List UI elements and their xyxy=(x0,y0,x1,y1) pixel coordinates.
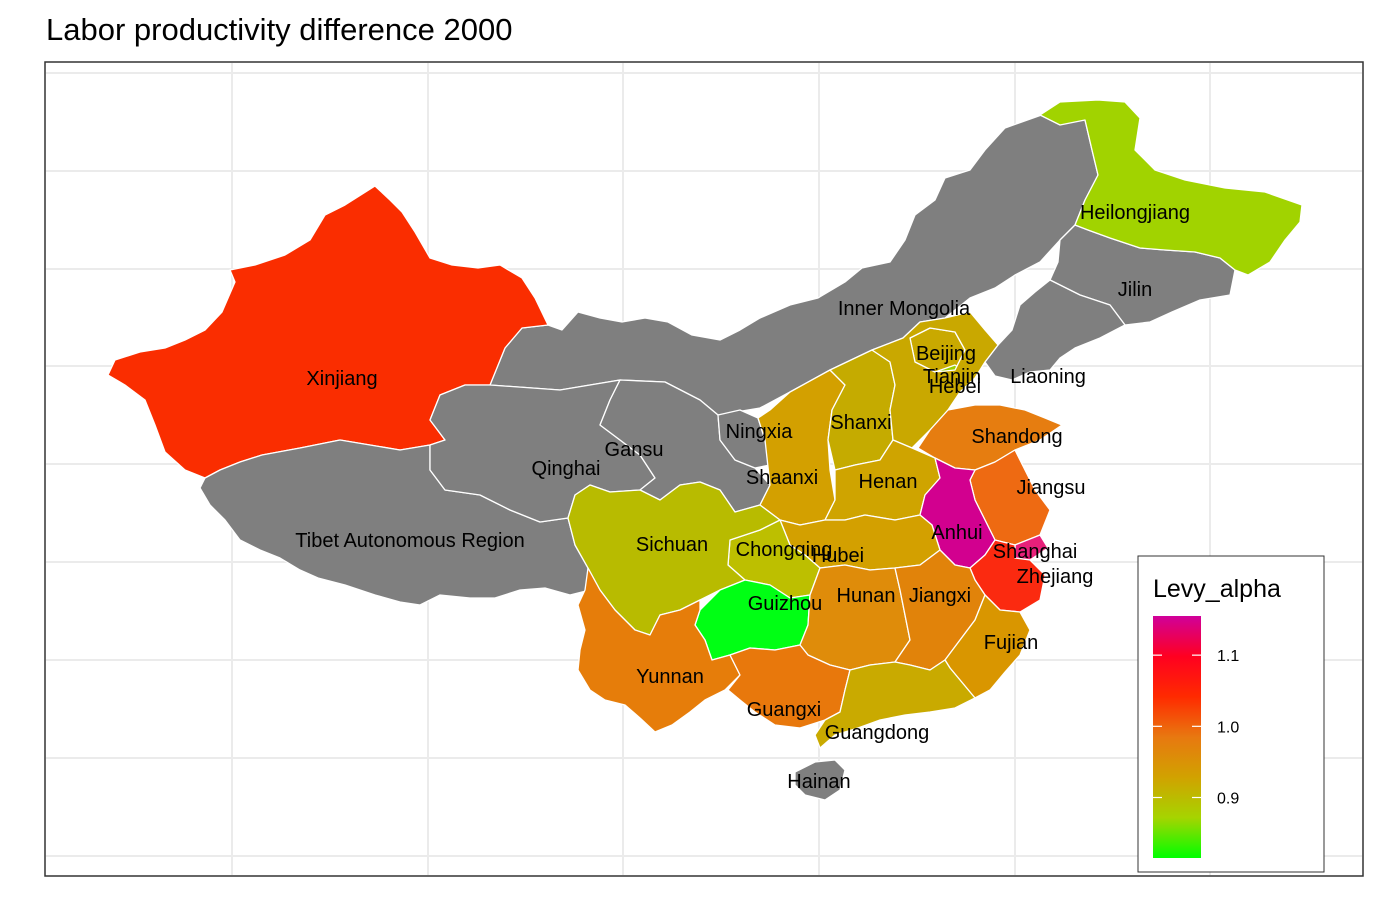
province-hunan[interactable] xyxy=(799,564,911,671)
legend-tick-label: 1.1 xyxy=(1217,648,1239,665)
label-shanxi: Shanxi xyxy=(830,412,891,434)
legend-colorbar xyxy=(1153,616,1201,858)
label-guangxi: Guangxi xyxy=(747,699,822,721)
label-zhejiang: Zhejiang xyxy=(1017,566,1094,588)
province-yunnan[interactable] xyxy=(577,567,741,733)
province-hebei[interactable] xyxy=(871,311,999,449)
label-guizhou: Guizhou xyxy=(748,593,823,615)
legend-tick-label: 1.0 xyxy=(1217,719,1239,736)
label-gansu: Gansu xyxy=(605,439,664,461)
label-liaoning: Liaoning xyxy=(1010,366,1086,388)
province-liaoning[interactable] xyxy=(984,279,1126,381)
label-xinjiang: Xinjiang xyxy=(306,368,377,390)
label-anhui: Anhui xyxy=(931,522,982,544)
label-beijing: Beijing xyxy=(916,343,976,365)
label-chongqing: Chongqing xyxy=(736,539,833,561)
label-jilin: Jilin xyxy=(1118,279,1152,301)
labels-layer: Xinjiang Tibet Autonomous Region Qinghai… xyxy=(295,202,1190,793)
label-sichuan: Sichuan xyxy=(636,534,708,556)
label-fujian: Fujian xyxy=(984,632,1038,654)
legend-title: Levy_alpha xyxy=(1153,575,1281,603)
province-tibet[interactable] xyxy=(199,439,591,606)
legend-tick-label: 0.9 xyxy=(1217,791,1239,808)
label-jiangxi: Jiangxi xyxy=(909,585,971,607)
province-heilongjiang[interactable] xyxy=(1039,99,1303,276)
label-tibet: Tibet Autonomous Region xyxy=(295,530,524,552)
label-guangdong: Guangdong xyxy=(825,722,930,744)
label-hebei: Hebei xyxy=(929,376,981,398)
label-shanghai: Shanghai xyxy=(993,541,1078,563)
province-guangdong[interactable] xyxy=(814,659,976,749)
provinces-layer xyxy=(107,99,1303,801)
label-ningxia: Ningxia xyxy=(726,421,794,443)
label-qinghai: Qinghai xyxy=(532,458,601,480)
label-inner-mongolia: Inner Mongolia xyxy=(838,298,971,320)
label-hainan: Hainan xyxy=(787,771,850,793)
label-jiangsu: Jiangsu xyxy=(1017,477,1086,499)
legend: Levy_alpha 1.1 1.0 0.9 xyxy=(1137,555,1325,873)
label-yunnan: Yunnan xyxy=(636,666,704,688)
legend-ticks: 1.1 1.0 0.9 xyxy=(1153,648,1239,808)
province-fujian[interactable] xyxy=(944,594,1031,699)
label-hubei: Hubei xyxy=(812,545,864,567)
label-shandong: Shandong xyxy=(971,426,1062,448)
label-henan: Henan xyxy=(859,471,918,493)
label-heilongjiang: Heilongjiang xyxy=(1080,202,1190,224)
map-title: Labor productivity difference 2000 xyxy=(46,12,513,47)
label-shaanxi: Shaanxi xyxy=(746,467,818,489)
province-hainan[interactable] xyxy=(794,759,846,801)
label-hunan: Hunan xyxy=(837,585,896,607)
label-tianjin: Tianjin xyxy=(923,366,981,388)
